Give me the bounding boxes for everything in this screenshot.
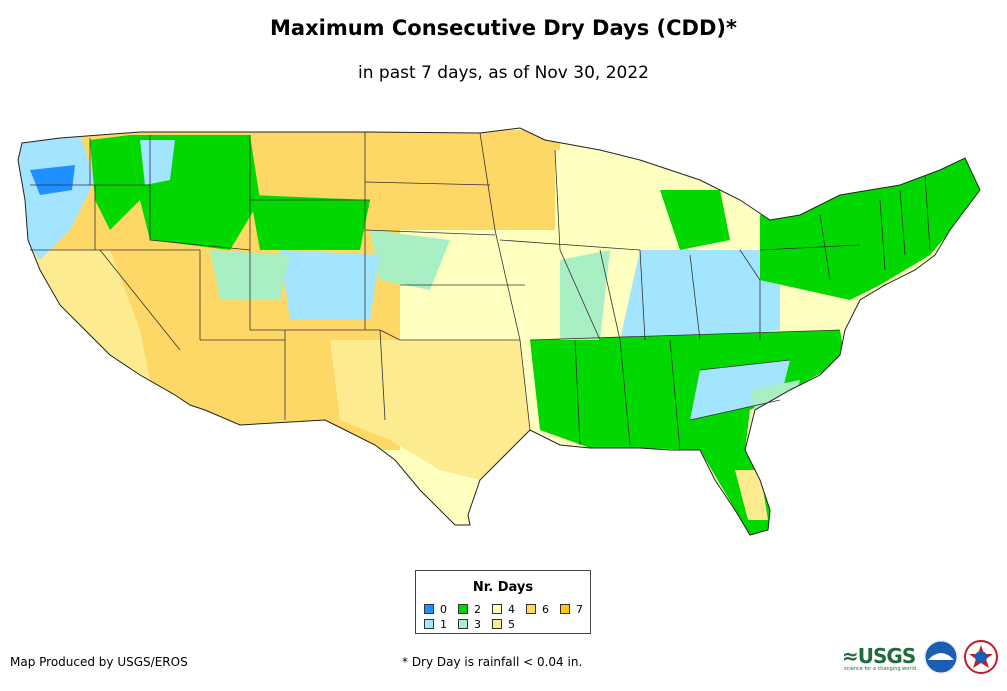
legend-swatch (560, 604, 570, 614)
legend-label: 1 (440, 618, 447, 631)
legend-swatch (458, 619, 468, 629)
legend: Nr. Days 0 1 2 3 4 5 6 7 (415, 570, 591, 634)
legend-swatch (424, 604, 434, 614)
agency-logos: ≈USGS science for a changing world (842, 640, 1002, 676)
dry-day-footnote: * Dry Day is rainfall < 0.04 in. (402, 655, 583, 669)
map-subtitle: in past 7 days, as of Nov 30, 2022 (358, 63, 649, 83)
noaa-logo-icon (924, 640, 958, 674)
dry-days-fill (18, 128, 980, 535)
legend-swatch (526, 604, 536, 614)
map-credit: Map Produced by USGS/EROS (10, 655, 188, 669)
map-title: Maximum Consecutive Dry Days (CDD)* (270, 16, 737, 40)
legend-swatch (424, 619, 434, 629)
legend-title: Nr. Days (472, 580, 534, 595)
usgs-logo: ≈USGS (842, 644, 916, 668)
legend-swatch (492, 604, 502, 614)
nws-logo-icon (964, 640, 998, 674)
state-borders (17, 127, 981, 536)
legend-label: 4 (508, 603, 515, 616)
legend-label: 3 (474, 618, 481, 631)
legend-label: 7 (576, 603, 583, 616)
legend-label: 5 (508, 618, 515, 631)
usgs-tagline: science for a changing world (844, 666, 916, 672)
legend-label: 6 (542, 603, 549, 616)
legend-swatch (492, 619, 502, 629)
legend-swatch (458, 604, 468, 614)
legend-label: 2 (474, 603, 481, 616)
legend-label: 0 (440, 603, 447, 616)
